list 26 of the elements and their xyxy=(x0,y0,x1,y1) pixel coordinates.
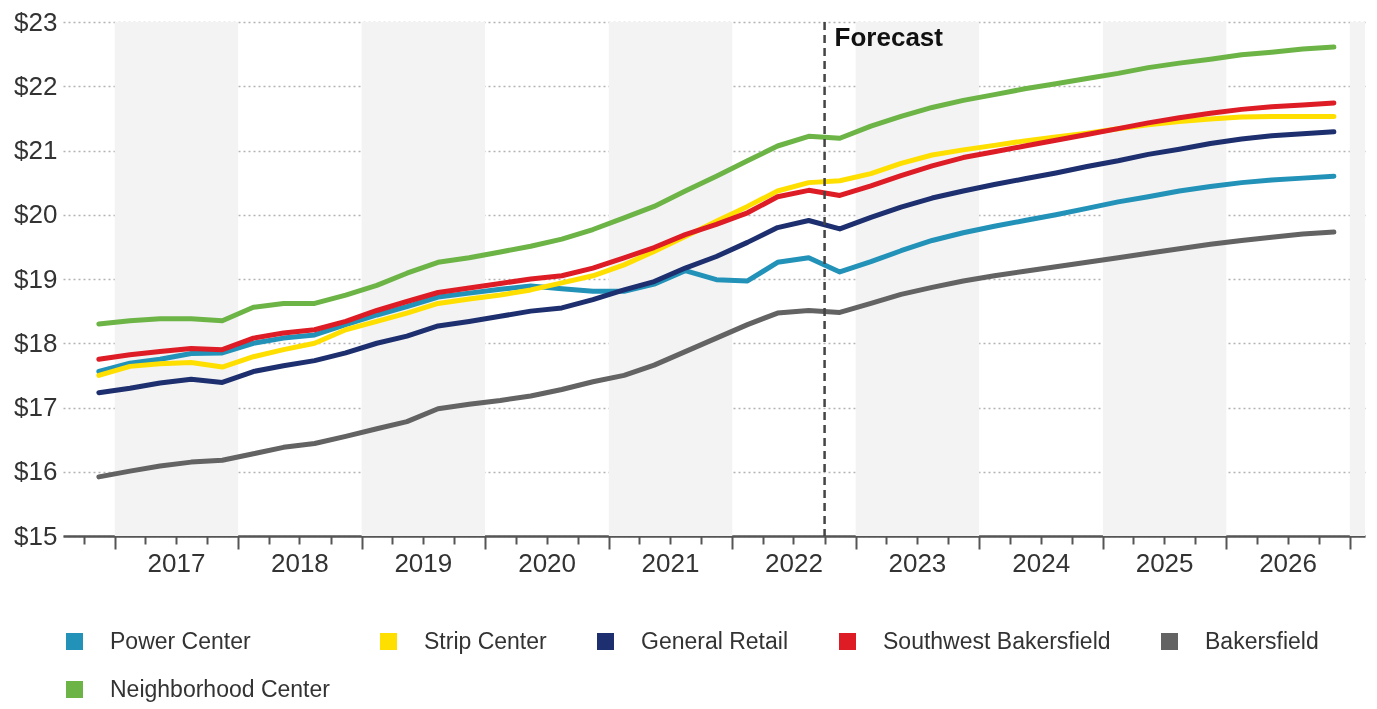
y-tick-label: $17 xyxy=(14,392,58,422)
x-tick-label: 2020 xyxy=(518,547,577,578)
y-tick-label: $21 xyxy=(14,135,58,165)
x-tick-label: 2025 xyxy=(1135,547,1194,578)
x-tick-label: 2026 xyxy=(1259,547,1317,578)
x-tick-label: 2021 xyxy=(641,547,700,578)
x-tick-label: 2018 xyxy=(270,547,329,578)
legend-label: General Retail xyxy=(641,627,789,654)
legend-label: Power Center xyxy=(110,627,251,654)
y-tick-label: $22 xyxy=(14,70,58,101)
y-tick-label: $15 xyxy=(14,520,58,551)
x-tick-label: 2017 xyxy=(147,547,206,578)
legend-label: Bakersfield xyxy=(1205,627,1319,654)
x-tick-label: 2023 xyxy=(888,547,947,578)
y-tick-label: $23 xyxy=(14,6,58,37)
legend-label: Southwest Bakersfield xyxy=(883,627,1111,654)
x-tick-label: 2019 xyxy=(394,547,453,578)
y-tick-label: $19 xyxy=(14,263,58,294)
x-tick-label: 2024 xyxy=(1012,547,1071,578)
y-tick-label: $20 xyxy=(14,199,58,230)
legend-label: Neighborhood Center xyxy=(110,675,331,702)
legend-label: Strip Center xyxy=(424,627,548,654)
ref-line-label: Forecast xyxy=(834,22,944,52)
y-tick-label: $16 xyxy=(14,456,58,487)
x-tick-label: 2022 xyxy=(765,547,823,578)
y-tick-label: $18 xyxy=(14,327,58,358)
